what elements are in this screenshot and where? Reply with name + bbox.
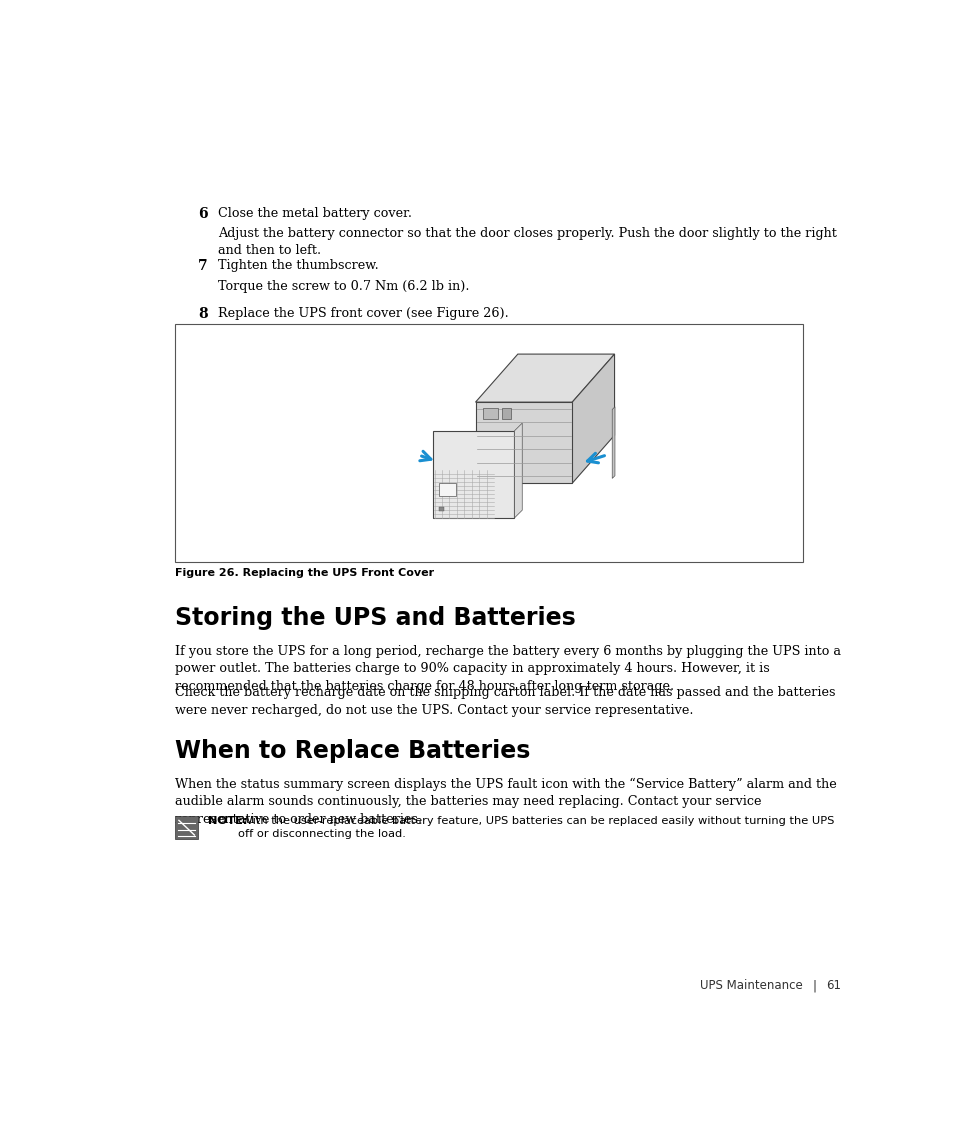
Bar: [483, 409, 497, 419]
Polygon shape: [612, 406, 615, 479]
Text: Storing the UPS and Batteries: Storing the UPS and Batteries: [174, 607, 576, 631]
Polygon shape: [572, 354, 614, 483]
Text: If you store the UPS for a long period, recharge the battery every 6 months by p: If you store the UPS for a long period, …: [174, 645, 841, 693]
Bar: [438, 507, 443, 511]
Text: NOTE:: NOTE:: [208, 815, 248, 826]
Text: UPS Maintenance: UPS Maintenance: [700, 979, 802, 992]
Text: When the status summary screen displays the UPS fault icon with the “Service Bat: When the status summary screen displays …: [174, 777, 836, 826]
Text: Tighten the thumbscrew.: Tighten the thumbscrew.: [217, 260, 378, 273]
FancyBboxPatch shape: [433, 431, 514, 518]
Text: When to Replace Batteries: When to Replace Batteries: [174, 739, 530, 763]
Text: 8: 8: [198, 307, 208, 321]
Text: Check the battery recharge date on the shipping carton label. If the date has pa: Check the battery recharge date on the s…: [174, 686, 835, 717]
FancyBboxPatch shape: [174, 324, 802, 562]
Text: Close the metal battery cover.: Close the metal battery cover.: [217, 207, 412, 220]
Text: Torque the screw to 0.7 Nm (6.2 lb in).: Torque the screw to 0.7 Nm (6.2 lb in).: [217, 279, 469, 293]
Polygon shape: [475, 354, 614, 402]
Text: Figure 26. Replacing the UPS Front Cover: Figure 26. Replacing the UPS Front Cover: [174, 568, 434, 578]
Text: 61: 61: [825, 979, 841, 992]
Text: Adjust the battery connector so that the door closes properly. Push the door sli: Adjust the battery connector so that the…: [217, 227, 836, 258]
Text: With the user-replaceable battery feature, UPS batteries can be replaced easily : With the user-replaceable battery featur…: [237, 815, 833, 839]
Text: 7: 7: [198, 260, 208, 274]
Text: |: |: [811, 979, 815, 992]
FancyBboxPatch shape: [174, 815, 198, 839]
Bar: [438, 483, 456, 496]
FancyBboxPatch shape: [475, 402, 572, 483]
Polygon shape: [514, 424, 521, 518]
Text: 6: 6: [198, 207, 208, 221]
Bar: [501, 409, 511, 419]
Text: Replace the UPS front cover (see Figure 26).: Replace the UPS front cover (see Figure …: [217, 307, 508, 319]
